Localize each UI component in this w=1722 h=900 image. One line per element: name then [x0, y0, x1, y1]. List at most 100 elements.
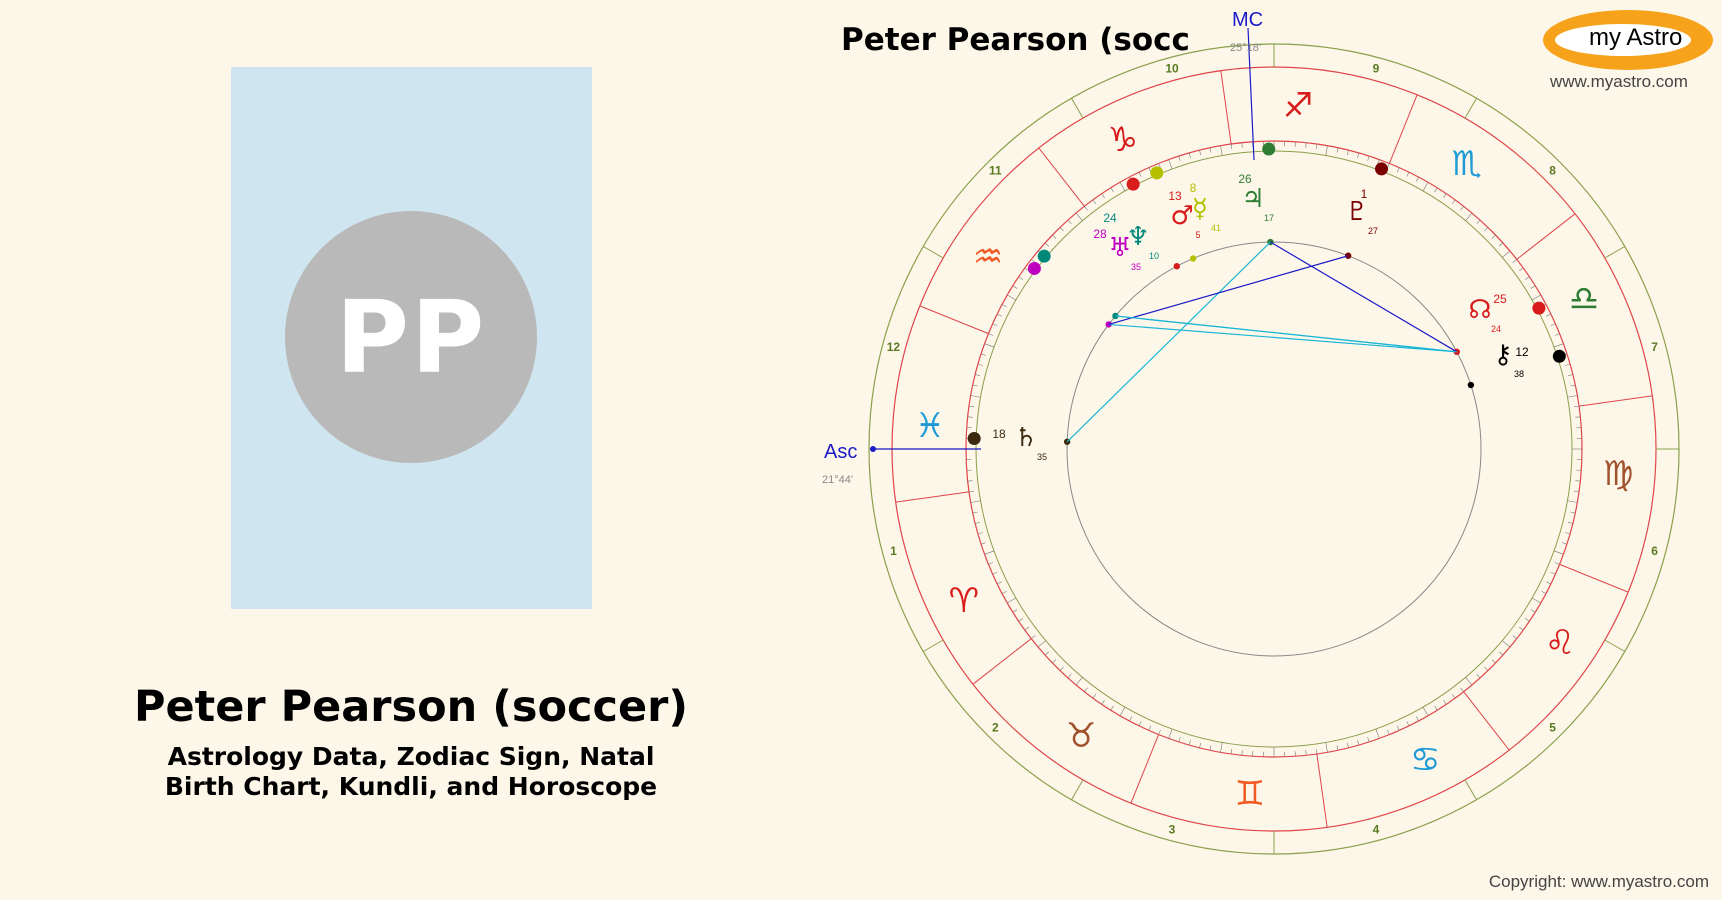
degree-tick [1574, 490, 1580, 493]
degree-tick [1550, 323, 1556, 327]
degree-tick [1101, 700, 1105, 705]
degree-tick [1575, 480, 1581, 482]
degree-tick [972, 384, 978, 387]
sign-divider [1038, 147, 1085, 207]
degree-tick [988, 562, 994, 565]
profile-photo-placeholder: PP [231, 67, 592, 609]
degree-tick [980, 353, 986, 356]
degree-tick [1168, 159, 1173, 170]
aspect-line [1108, 255, 1349, 326]
planet-minute: 10 [1149, 251, 1159, 261]
degree-tick [968, 490, 974, 493]
zodiac-sign-glyph: ♓ [915, 406, 945, 446]
degree-tick [1387, 729, 1390, 735]
zodiac-sign-glyph: ♎ [1569, 279, 1599, 319]
degree-tick [1336, 147, 1339, 153]
zodiac-sign-glyph: ♊ [1235, 774, 1265, 814]
degree-tick [1553, 550, 1564, 555]
degree-tick [1565, 532, 1571, 535]
degree-tick [1554, 333, 1560, 336]
degree-tick [1101, 193, 1105, 198]
degree-tick [1305, 750, 1307, 756]
degree-tick [1502, 250, 1511, 258]
degree-tick [1052, 234, 1057, 239]
zodiac-sign-glyph: ♉ [1066, 716, 1096, 756]
house-divider [1464, 98, 1477, 119]
house-number: 3 [1169, 823, 1176, 837]
degree-tick [1460, 687, 1464, 692]
degree-tick [1209, 745, 1212, 751]
degree-tick [1451, 693, 1456, 699]
aspect-point [1467, 381, 1475, 389]
degree-tick [1546, 581, 1551, 585]
degree-tick [1129, 716, 1133, 722]
degree-tick [1012, 285, 1018, 289]
page-subtitle: Astrology Data, Zodiac Sign, Natal Birth… [0, 742, 822, 802]
degree-tick [975, 374, 981, 376]
degree-tick [1387, 163, 1390, 169]
degree-tick [1562, 542, 1568, 545]
degree-tick [1031, 259, 1036, 263]
subtitle-line-1: Astrology Data, Zodiac Sign, Natal [167, 742, 655, 771]
degree-tick [997, 313, 1002, 317]
degree-tick [1347, 150, 1349, 156]
degree-tick [1158, 729, 1161, 735]
planet-degree: 26 [1238, 172, 1252, 186]
sign-divider [1578, 395, 1653, 407]
degree-tick [1052, 659, 1057, 664]
degree-tick [1305, 142, 1307, 148]
zodiac-sign-glyph: ♑ [1108, 120, 1138, 160]
planet-degree: 25 [1493, 292, 1507, 306]
zodiac-sign-glyph: ♋ [1410, 740, 1440, 780]
degree-tick [1325, 742, 1328, 753]
planet-degree: 18 [992, 427, 1006, 441]
degree-tick [1575, 416, 1581, 418]
degree-tick [1476, 673, 1481, 679]
degree-tick [984, 343, 995, 348]
zodiac-ring-outer [891, 66, 1657, 832]
planet-marker [967, 432, 981, 446]
aspect-circle [1066, 241, 1482, 657]
degree-tick [1570, 511, 1576, 514]
degree-tick [1491, 234, 1496, 239]
degree-tick [1434, 187, 1438, 193]
planet-marker [1532, 301, 1546, 315]
degree-tick [1415, 716, 1419, 722]
subtitle-line-2: Birth Chart, Kundli, and Horoscope [164, 772, 658, 801]
zodiac-ring-inner [965, 140, 1583, 758]
degree-tick [1422, 182, 1429, 192]
chart-title: Peter Pearson (socc [841, 22, 1190, 58]
degree-tick [1465, 677, 1473, 686]
degree-tick [1092, 693, 1097, 699]
degree-tick [1347, 742, 1349, 748]
degree-tick [1178, 155, 1181, 161]
degree-tick [1075, 212, 1083, 221]
myastro-logo[interactable]: my Astro [1543, 10, 1713, 70]
house-divider [1604, 639, 1625, 652]
degree-tick [1119, 706, 1126, 716]
degree-tick [1484, 666, 1489, 671]
degree-tick [1001, 304, 1007, 308]
degree-tick [1059, 666, 1064, 671]
degree-tick [1220, 145, 1223, 156]
degree-tick [1476, 219, 1481, 225]
degree-tick [1518, 626, 1524, 631]
degree-tick [1024, 267, 1030, 272]
person-name: Peter Pearson (soccer) [134, 682, 688, 732]
degree-tick [1484, 227, 1489, 232]
planet-degree: 8 [1190, 181, 1197, 195]
planet-marker [1375, 162, 1389, 176]
house-number: 8 [1549, 163, 1556, 177]
degree-tick [1530, 285, 1536, 289]
house-number: 9 [1373, 61, 1380, 75]
degree-tick [1148, 725, 1152, 731]
degree-tick [1554, 562, 1560, 565]
degree-tick [970, 395, 981, 398]
degree-tick [1012, 609, 1018, 613]
degree-tick [1241, 142, 1243, 148]
degree-tick [1512, 259, 1517, 263]
degree-tick [1415, 176, 1419, 182]
degree-tick [1567, 522, 1573, 524]
site-url[interactable]: www.myastro.com [1550, 72, 1688, 91]
